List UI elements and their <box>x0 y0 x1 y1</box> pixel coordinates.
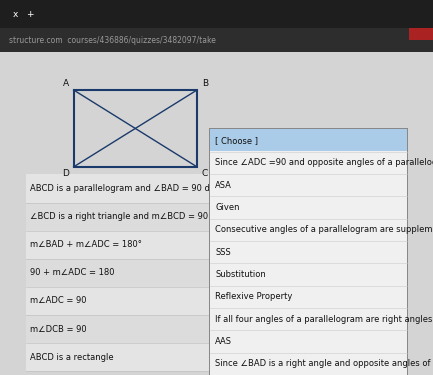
Bar <box>214 262 379 284</box>
Text: If all four angles of a parallelo...: If all four angles of a parallelo... <box>219 352 352 362</box>
Bar <box>214 234 379 256</box>
Bar <box>214 206 379 228</box>
Text: [ Choose ]: [ Choose ] <box>219 268 262 277</box>
Text: [ Choose ]: [ Choose ] <box>219 212 262 221</box>
Text: A: A <box>63 78 69 87</box>
Text: ▾: ▾ <box>369 212 373 221</box>
Text: B: B <box>202 78 208 87</box>
Bar <box>26 315 210 343</box>
Bar <box>409 28 433 40</box>
Text: ▾: ▾ <box>369 268 373 277</box>
Text: Reflexive Property: Reflexive Property <box>215 292 293 302</box>
Text: [ Choose ]: [ Choose ] <box>219 240 262 249</box>
Text: ▾: ▾ <box>369 240 373 249</box>
Text: Since ∠ADC =90 and opposite angles of a parallelogram are congruent.: Since ∠ADC =90 and opposite angles of a … <box>215 158 433 167</box>
Bar <box>0 28 433 53</box>
Text: [ Choose ]: [ Choose ] <box>219 324 262 334</box>
Text: ABCD is a parallelogram and ∠BAD = 90 degrees.: ABCD is a parallelogram and ∠BAD = 90 de… <box>30 184 242 193</box>
Bar <box>0 0 433 28</box>
Bar <box>26 259 210 287</box>
Text: ABCD is a rectangle: ABCD is a rectangle <box>30 352 114 362</box>
Text: m∠ADC = 90: m∠ADC = 90 <box>30 296 87 305</box>
Text: m∠BAD + m∠ADC = 180°: m∠BAD + m∠ADC = 180° <box>30 240 142 249</box>
Text: Substitution: Substitution <box>215 270 266 279</box>
Text: ▾: ▾ <box>369 296 373 305</box>
Text: [ Choose ]: [ Choose ] <box>215 136 258 145</box>
Text: ▾: ▾ <box>369 324 373 334</box>
Bar <box>26 287 210 315</box>
Text: ASA: ASA <box>215 181 232 190</box>
Text: D: D <box>62 170 69 178</box>
Bar <box>210 129 407 375</box>
Text: If all four angles of a parallelogram are right angles then it is a rectangle.: If all four angles of a parallelogram ar… <box>215 315 433 324</box>
Bar <box>26 174 210 202</box>
Text: ▾: ▾ <box>369 352 373 362</box>
Text: C: C <box>202 170 208 178</box>
Text: ∠BCD is a right triangle and m∠BCD = 90 degrees: ∠BCD is a right triangle and m∠BCD = 90 … <box>30 212 246 221</box>
Bar <box>214 318 379 340</box>
Bar <box>26 202 210 231</box>
Text: Consecutive angles of a parallelogram are supplementary: Consecutive angles of a parallelogram ar… <box>215 225 433 234</box>
Text: m∠DCB = 90: m∠DCB = 90 <box>30 324 87 334</box>
Text: 90 + m∠ADC = 180: 90 + m∠ADC = 180 <box>30 268 115 277</box>
Text: SSS: SSS <box>215 248 231 256</box>
Bar <box>209 128 408 375</box>
Bar <box>210 129 407 151</box>
Text: x   +: x + <box>13 10 35 18</box>
Text: AAS: AAS <box>215 337 232 346</box>
Bar <box>214 346 379 368</box>
Text: Given: Given <box>215 203 240 212</box>
Bar <box>26 231 210 259</box>
Text: structure.com  courses/436886/quizzes/3482097/take: structure.com courses/436886/quizzes/348… <box>9 36 216 45</box>
Bar <box>26 343 210 371</box>
Bar <box>0 53 433 375</box>
Text: [ Choose ]: [ Choose ] <box>219 296 262 305</box>
Text: Since ∠BAD is a right angle and opposite angles of a parallelogram are congruent: Since ∠BAD is a right angle and opposite… <box>215 359 433 368</box>
Bar <box>214 290 379 312</box>
